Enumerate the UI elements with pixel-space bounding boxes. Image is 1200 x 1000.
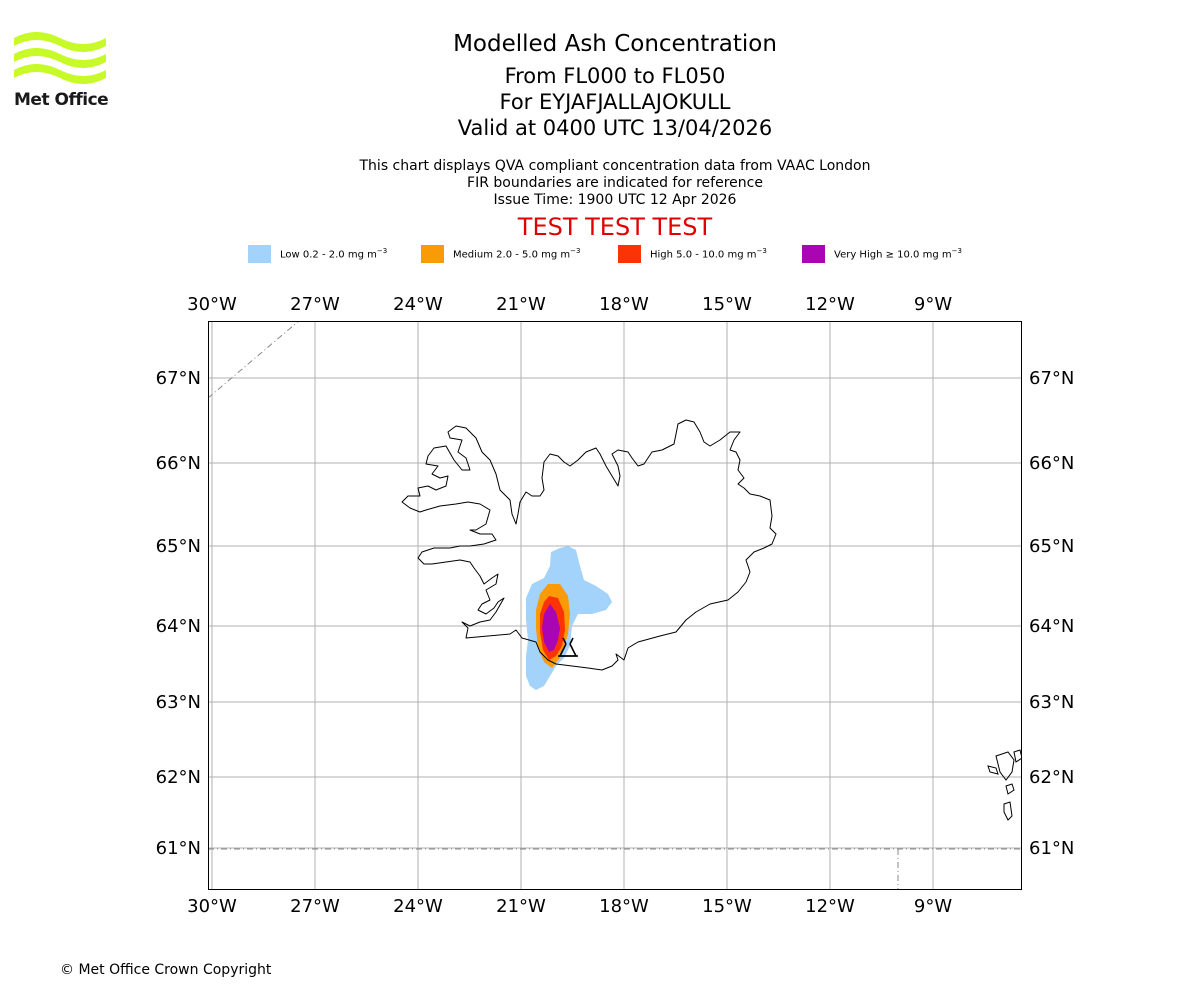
- lat-label-left: 61°N: [156, 838, 201, 859]
- met-office-logo-text: Met Office: [14, 90, 109, 110]
- ash-contours: [526, 546, 612, 690]
- legend-label-very-high: Very High ≥ 10.0 mg m−3: [834, 247, 962, 261]
- legend-label-low: Low 0.2 - 2.0 mg m−3: [280, 247, 388, 261]
- concentration-legend: Low 0.2 - 2.0 mg m−3 Medium 2.0 - 5.0 mg…: [0, 244, 1200, 264]
- lat-labels-right: 67°N 66°N 65°N 64°N 63°N 62°N 61°N: [1029, 368, 1074, 859]
- met-office-waves-icon: [14, 32, 106, 84]
- chart-description: This chart displays QVA compliant concen…: [315, 158, 915, 209]
- description-fir: FIR boundaries are indicated for referen…: [467, 175, 763, 191]
- legend-item-high: High 5.0 - 10.0 mg m−3: [618, 244, 767, 264]
- legend-item-very-high: Very High ≥ 10.0 mg m−3: [802, 244, 962, 264]
- iceland-coastline: [401, 419, 777, 671]
- chart-title: Modelled Ash Concentration: [453, 31, 777, 57]
- lon-label-top: 27°W: [290, 294, 340, 315]
- issue-time: Issue Time: 1900 UTC 12 Apr 2026: [493, 192, 737, 208]
- volcano-icon: [558, 637, 578, 657]
- lon-label-bottom: 9°W: [914, 896, 952, 917]
- lon-label-top: 12°W: [805, 294, 855, 315]
- lat-label-right: 64°N: [1029, 616, 1074, 637]
- lon-label-top: 30°W: [187, 294, 237, 315]
- lon-labels-top: 30°W 27°W 24°W 21°W 18°W 15°W 12°W 9°W: [187, 294, 952, 315]
- lat-label-right: 62°N: [1029, 767, 1074, 788]
- lon-label-bottom: 24°W: [393, 896, 443, 917]
- flight-level-range: From FL000 to FL050: [504, 64, 726, 88]
- legend-label-high: High 5.0 - 10.0 mg m−3: [650, 247, 767, 261]
- met-office-logo: Met Office: [14, 30, 114, 112]
- lon-labels-bottom: 30°W 27°W 24°W 21°W 18°W 15°W 12°W 9°W: [187, 896, 952, 917]
- lon-label-top: 15°W: [702, 294, 752, 315]
- faroe-islands: [987, 749, 1022, 821]
- legend-swatch-low: [248, 245, 271, 263]
- fir-boundary-nw: [208, 321, 300, 399]
- map-gridlines: [208, 321, 1022, 890]
- lat-label-left: 64°N: [156, 616, 201, 637]
- fir-boundaries: [208, 321, 1022, 890]
- faroe-island-mid: [1005, 783, 1015, 795]
- chart-subtitle-block: From FL000 to FL050 For EYJAFJALLAJOKULL…: [315, 63, 915, 141]
- lat-label-left: 66°N: [156, 453, 201, 474]
- lon-label-top: 18°W: [599, 294, 649, 315]
- faroe-island-east: [1013, 749, 1022, 763]
- lat-label-right: 61°N: [1029, 838, 1074, 859]
- lon-label-bottom: 27°W: [290, 896, 340, 917]
- lat-label-left: 65°N: [156, 536, 201, 557]
- legend-item-low: Low 0.2 - 2.0 mg m−3: [248, 244, 387, 264]
- lat-label-right: 63°N: [1029, 692, 1074, 713]
- lon-label-top: 21°W: [496, 294, 546, 315]
- lon-label-bottom: 30°W: [187, 896, 237, 917]
- map-plot-area: [208, 321, 1022, 890]
- ash-contour-very-high: [542, 604, 560, 652]
- lon-label-top: 24°W: [393, 294, 443, 315]
- description-qva: This chart displays QVA compliant concen…: [359, 158, 871, 174]
- legend-swatch-medium: [421, 245, 444, 263]
- lon-label-top: 9°W: [914, 294, 952, 315]
- legend-label-medium: Medium 2.0 - 5.0 mg m−3: [453, 247, 581, 261]
- legend-item-medium: Medium 2.0 - 5.0 mg m−3: [421, 244, 580, 264]
- legend-swatch-very-high: [802, 245, 825, 263]
- lat-label-right: 65°N: [1029, 536, 1074, 557]
- lon-label-bottom: 15°W: [702, 896, 752, 917]
- valid-time-line: Valid at 0400 UTC 13/04/2026: [457, 116, 773, 140]
- lat-label-right: 66°N: [1029, 453, 1074, 474]
- faroe-island-south: [1003, 801, 1013, 821]
- legend-swatch-high: [618, 245, 641, 263]
- copyright-notice: © Met Office Crown Copyright: [60, 962, 272, 978]
- map-frame: [208, 321, 1022, 890]
- lon-label-bottom: 12°W: [805, 896, 855, 917]
- lon-label-bottom: 18°W: [599, 896, 649, 917]
- lat-label-right: 67°N: [1029, 368, 1074, 389]
- map-axis-labels: 30°W 27°W 24°W 21°W 18°W 15°W 12°W 9°W 3…: [156, 294, 1075, 917]
- lon-label-bottom: 21°W: [496, 896, 546, 917]
- lat-labels-left: 67°N 66°N 65°N 64°N 63°N 62°N 61°N: [156, 368, 201, 859]
- lat-label-left: 67°N: [156, 368, 201, 389]
- lat-label-left: 62°N: [156, 767, 201, 788]
- volcano-name-line: For EYJAFJALLAJOKULL: [499, 90, 731, 114]
- lat-label-left: 63°N: [156, 692, 201, 713]
- faroe-island-north: [995, 751, 1015, 781]
- faroe-island-west: [987, 765, 999, 775]
- test-banner: TEST TEST TEST: [517, 213, 713, 241]
